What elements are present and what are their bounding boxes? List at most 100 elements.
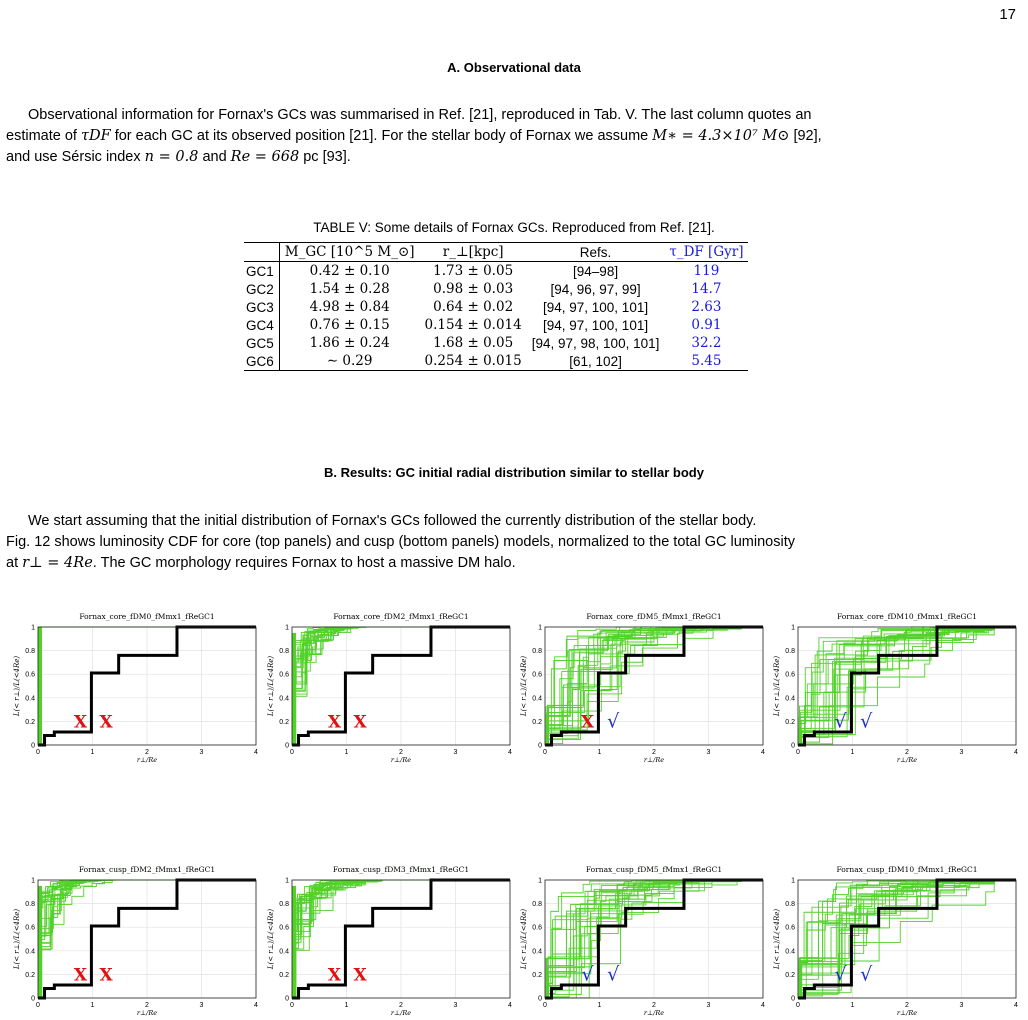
simulation-curve bbox=[798, 879, 1016, 999]
table-cell: 0.64 ± 0.02 bbox=[433, 299, 514, 315]
cross-mark: X bbox=[354, 712, 368, 732]
cdf-panel: Fornax_core_fDM0_fMmx1_fReGC1 0 1 2 3 4 0 0.2 0.… bbox=[13, 612, 258, 764]
x-tick-label: 3 bbox=[200, 749, 204, 756]
para-a-text: for each GC at its observed position [21… bbox=[110, 128, 653, 144]
table-header-row: M_GC [10^5 M_⊙] r_⊥[kpc] Refs. τ_DF [Gyr… bbox=[244, 242, 749, 262]
panel-title: Fornax_core_fDM10_fMmx1_fReGC1 bbox=[837, 612, 977, 621]
x-axis-label: r⊥/Re bbox=[897, 1009, 917, 1017]
axes-frame bbox=[544, 879, 764, 999]
observed-cdf-line bbox=[798, 878, 1016, 1000]
axes-frame bbox=[37, 626, 257, 746]
y-tick-label: 0.8 bbox=[279, 648, 289, 655]
x-tick-label: 4 bbox=[761, 749, 765, 756]
x-tick-label: 2 bbox=[145, 1002, 149, 1009]
y-tick-label: 1 bbox=[791, 625, 795, 632]
y-axis-label: L(< r⊥)/L(<4Re) bbox=[13, 656, 21, 718]
table-caption: TABLE V: Some details of Fornax GCs. Rep… bbox=[313, 220, 715, 235]
panel-title: Fornax_cusp_fDM5_fMmx1_fReGC1 bbox=[586, 865, 722, 874]
table-cell: 4.98 ± 0.84 bbox=[309, 299, 390, 315]
simulation-curve bbox=[545, 879, 763, 999]
para-a-text: estimate of bbox=[6, 128, 81, 144]
x-tick-label: 1 bbox=[345, 749, 349, 756]
y-tick-label: 0.6 bbox=[785, 925, 795, 932]
axes-frame bbox=[544, 626, 764, 746]
cross-mark: X bbox=[581, 712, 595, 732]
y-tick-label: 0.6 bbox=[279, 925, 289, 932]
cross-mark: X bbox=[354, 965, 368, 985]
simulation-curve bbox=[798, 626, 1016, 746]
simulation-curve bbox=[545, 879, 763, 999]
table-cell: [94, 97, 100, 101] bbox=[543, 299, 649, 315]
x-tick-label: 1 bbox=[91, 1002, 95, 1009]
y-tick-label: 0.2 bbox=[279, 719, 289, 726]
simulation-curve bbox=[292, 879, 510, 999]
simulation-curve bbox=[545, 626, 763, 746]
y-tick-label: 0.2 bbox=[25, 719, 35, 726]
x-tick-label: 3 bbox=[200, 1002, 204, 1009]
section-b-paragraph: We start assuming that the initial distr… bbox=[6, 511, 1022, 574]
simulation-curve bbox=[292, 626, 510, 746]
y-axis-label: L(< r⊥)/L(<4Re) bbox=[520, 909, 528, 971]
y-axis-label: L(< r⊥)/L(<4Re) bbox=[13, 909, 21, 971]
y-tick-label: 1 bbox=[31, 625, 35, 632]
y-tick-label: 0.2 bbox=[785, 719, 795, 726]
y-axis-label: L(< r⊥)/L(<4Re) bbox=[267, 656, 275, 718]
y-tick-label: 0.4 bbox=[785, 948, 795, 955]
observed-cdf-line bbox=[38, 878, 256, 1000]
cross-mark: X bbox=[100, 965, 114, 985]
stellar-mass-expr: M∗ = 4.3×10⁷ M⊙ bbox=[652, 128, 790, 144]
x-tick-label: 4 bbox=[254, 1002, 258, 1009]
y-tick-label: 0.8 bbox=[25, 648, 35, 655]
y-tick-label: 0.4 bbox=[25, 948, 35, 955]
y-tick-label: 0 bbox=[31, 743, 35, 750]
para-b-text: at bbox=[6, 555, 23, 571]
y-axis-label: L(< r⊥)/L(<4Re) bbox=[773, 656, 781, 718]
simulation-curve bbox=[798, 626, 1016, 746]
simulation-curve bbox=[38, 879, 256, 999]
section-a-heading: A. Observational data bbox=[447, 60, 581, 75]
y-tick-label: 0.2 bbox=[532, 719, 542, 726]
panel-title: Fornax_cusp_fDM3_fMmx1_fReGC1 bbox=[333, 865, 469, 874]
x-tick-label: 0 bbox=[290, 749, 294, 756]
y-tick-label: 0.2 bbox=[279, 972, 289, 979]
simulation-curve bbox=[545, 626, 763, 746]
table-cell: 1.54 ± 0.28 bbox=[309, 281, 390, 297]
x-tick-label: 3 bbox=[960, 1002, 964, 1009]
x-axis-label: r⊥/Re bbox=[644, 756, 664, 764]
table-row: GC1 0.42 ± 0.10 1.73 ± 0.05 [94–98] 119 bbox=[244, 261, 748, 280]
table-row: GC5 1.86 ± 0.24 1.68 ± 0.05 [94, 97, 98, 10… bbox=[244, 334, 748, 352]
x-tick-label: 0 bbox=[543, 749, 547, 756]
table-cell: 0.91 bbox=[691, 317, 722, 333]
simulation-curve bbox=[545, 879, 763, 999]
table-cell: 0.76 ± 0.15 bbox=[309, 317, 390, 333]
x-tick-label: 2 bbox=[905, 749, 909, 756]
table-cell: 5.45 bbox=[664, 352, 749, 371]
observed-cdf-line bbox=[545, 878, 763, 1000]
x-tick-label: 1 bbox=[345, 1002, 349, 1009]
y-tick-label: 1 bbox=[31, 878, 35, 885]
table-cell: 0.42 ± 0.10 bbox=[309, 263, 390, 279]
y-tick-label: 0.8 bbox=[532, 901, 542, 908]
x-tick-label: 4 bbox=[508, 1002, 512, 1009]
table-cell: GC1 bbox=[244, 261, 280, 280]
para-a-text: and bbox=[198, 149, 231, 165]
x-tick-label: 1 bbox=[851, 749, 855, 756]
y-tick-label: 0 bbox=[538, 996, 542, 1003]
table-header-cell: r_⊥[kpc] bbox=[419, 242, 527, 262]
table-cell: [61, 102] bbox=[526, 352, 665, 371]
y-tick-label: 0.6 bbox=[279, 672, 289, 679]
table-cell: 0.254 ± 0.015 bbox=[419, 352, 527, 371]
section-a-paragraph: Observational information for Fornax's G… bbox=[6, 105, 1022, 168]
x-axis-label: r⊥/Re bbox=[391, 756, 411, 764]
y-tick-label: 0.6 bbox=[785, 672, 795, 679]
y-tick-label: 0 bbox=[791, 743, 795, 750]
x-tick-label: 2 bbox=[652, 1002, 656, 1009]
table-cell: [94–98] bbox=[573, 263, 619, 279]
sersic-expr: n = 0.8 bbox=[144, 149, 199, 165]
y-tick-label: 1 bbox=[538, 625, 542, 632]
cross-mark: X bbox=[100, 712, 114, 732]
table-cell: 0.154 ± 0.014 bbox=[424, 317, 522, 333]
table-cell: [94, 97, 100, 101] bbox=[543, 317, 649, 333]
x-tick-label: 4 bbox=[1014, 749, 1018, 756]
simulation-curve bbox=[798, 879, 1016, 999]
